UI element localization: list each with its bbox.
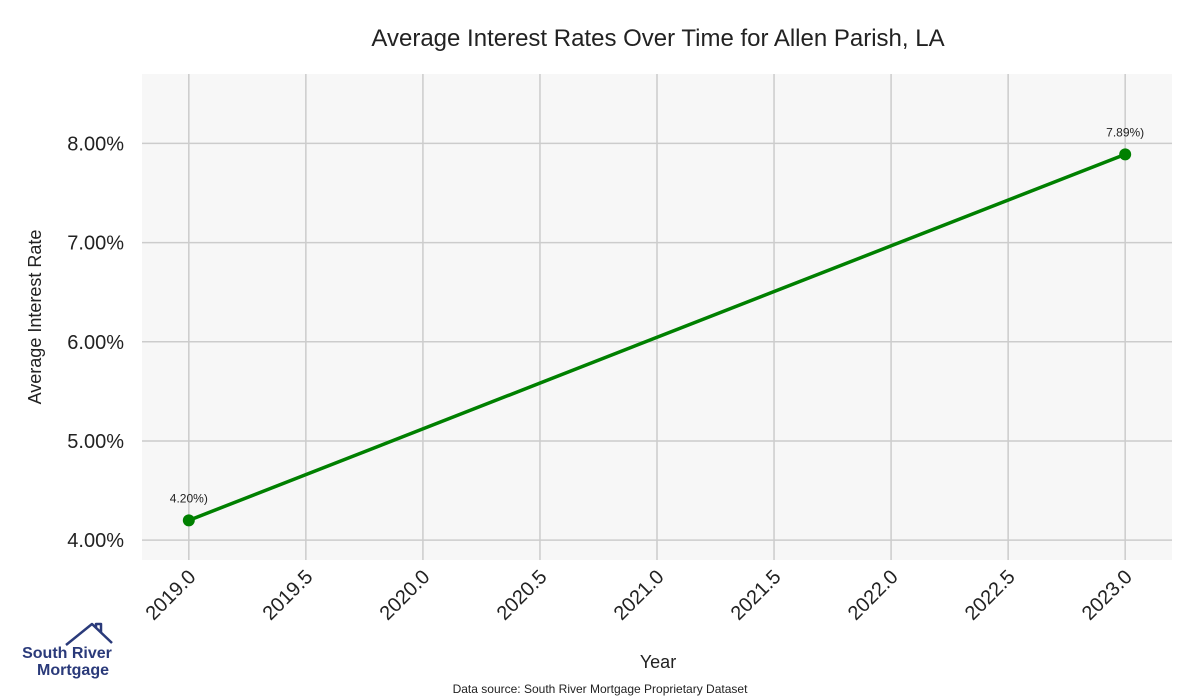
company-logo: South River Mortgage bbox=[22, 622, 113, 679]
x-tick-label: 2020.5 bbox=[493, 566, 552, 625]
y-axis-ticks: 4.00% 5.00% 6.00% 7.00% 8.00% bbox=[67, 133, 124, 552]
y-axis-label: Average Interest Rate bbox=[25, 230, 45, 405]
x-tick-label: 2023.0 bbox=[1078, 566, 1137, 625]
x-tick-label: 2021.5 bbox=[727, 566, 786, 625]
data-label: 4.20%) bbox=[170, 491, 208, 505]
data-point bbox=[182, 514, 195, 527]
x-axis-ticks: 2019.0 2019.5 2020.0 2020.5 2021.0 2021.5 2022… bbox=[142, 566, 1137, 625]
x-tick-label: 2022.0 bbox=[844, 566, 903, 625]
y-tick-label: 4.00% bbox=[67, 530, 124, 552]
x-tick-label: 2022.5 bbox=[961, 566, 1020, 625]
data-label: 7.89%) bbox=[1106, 125, 1144, 139]
y-tick-label: 8.00% bbox=[67, 133, 124, 155]
x-tick-label: 2019.0 bbox=[142, 566, 201, 625]
chart-title: Average Interest Rates Over Time for All… bbox=[371, 25, 944, 52]
logo-line2: Mortgage bbox=[37, 662, 109, 679]
y-tick-label: 6.00% bbox=[67, 332, 124, 354]
x-tick-label: 2020.0 bbox=[376, 566, 435, 625]
house-roof-icon bbox=[65, 622, 113, 646]
y-tick-label: 7.00% bbox=[67, 233, 124, 255]
series-layer: 4.20%) 7.89%) bbox=[170, 125, 1144, 527]
x-axis-label: Year bbox=[640, 652, 676, 672]
grid bbox=[142, 74, 1172, 560]
data-source-note: Data source: South River Mortgage Propri… bbox=[453, 682, 748, 696]
data-point bbox=[1119, 148, 1132, 161]
logo-line1: South River bbox=[22, 645, 112, 662]
series-line bbox=[188, 152, 1126, 522]
y-tick-label: 5.00% bbox=[67, 431, 124, 453]
x-tick-label: 2019.5 bbox=[259, 566, 318, 625]
x-tick-label: 2021.0 bbox=[610, 566, 669, 625]
